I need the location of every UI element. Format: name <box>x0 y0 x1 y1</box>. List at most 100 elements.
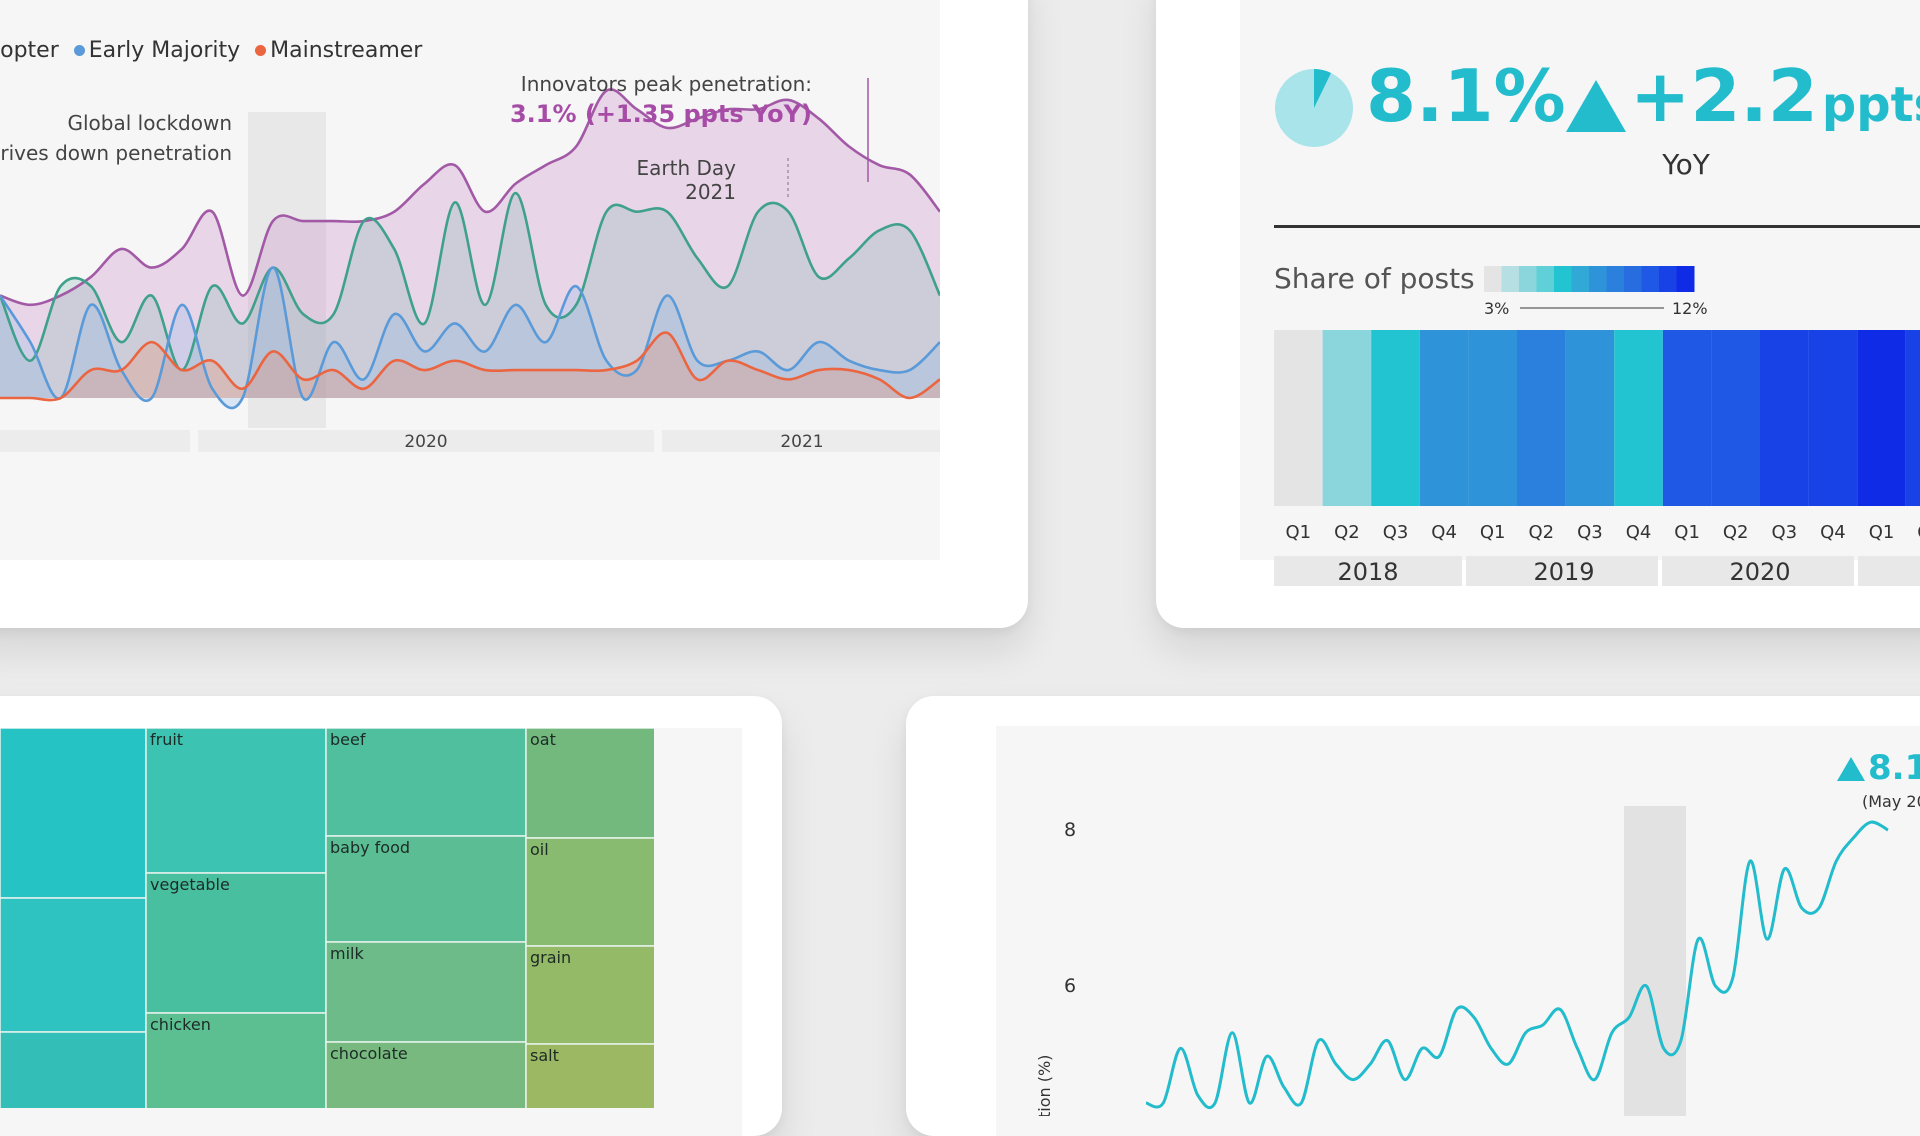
kpi-period: YoY <box>1662 148 1710 181</box>
treemap-cell <box>145 728 327 874</box>
trend-kpi-sub: (May 20 <box>1862 792 1920 811</box>
scale-swatch <box>1571 266 1590 292</box>
quarter-label: Q2 <box>1723 522 1749 543</box>
year-band <box>1466 556 1658 586</box>
ingredient-treemap: fruit vegetable chicken beef baby food milk ch… <box>0 728 654 1108</box>
quarter-label: Q3 <box>1771 522 1797 543</box>
treemap-label-oat: oat <box>530 730 556 749</box>
lockdown-shade <box>248 112 326 428</box>
scale-max-label: 12% <box>1672 299 1708 318</box>
kpi-heatmap-card: 8.1% +2.2ppts YoY Share of posts Q1Q2Q3Q… <box>1156 0 1920 628</box>
year-band <box>1858 556 1920 586</box>
quarter-label: Q1 <box>1674 522 1700 543</box>
scale-swatch <box>1676 266 1695 292</box>
annotation-lockdown-line2: drives down penetration <box>0 141 232 165</box>
heat-cell <box>1760 330 1809 506</box>
scale-swatch <box>1519 266 1537 292</box>
heat-cell <box>1322 330 1372 506</box>
year-band <box>1274 556 1462 586</box>
ytick-6: 6 <box>1064 975 1076 997</box>
quarter-label: Q2 <box>1917 522 1920 543</box>
annotation-peak-label: Innovators peak penetration: <box>520 72 812 96</box>
treemap-cell <box>0 728 147 899</box>
treemap-cell <box>525 945 654 1045</box>
heat-cell <box>1565 330 1615 506</box>
y-axis-label: tion (%) <box>1035 1055 1054 1116</box>
scale-swatch <box>1536 266 1555 292</box>
legend-dot-early-majority <box>73 45 85 56</box>
penetration-area-chart: 2020 2021 <box>0 78 940 452</box>
heat-cell <box>1468 330 1517 506</box>
treemap-cell <box>325 728 527 837</box>
treemap-cell <box>145 872 327 1014</box>
quarter-label: Q3 <box>1577 522 1603 543</box>
scale-swatch <box>1554 266 1572 292</box>
scale-swatch <box>1659 266 1677 292</box>
treemap-label-chicken: chicken <box>150 1015 211 1034</box>
kpi-divider <box>1274 225 1920 228</box>
heat-cell <box>1517 330 1566 506</box>
annotation-lockdown-line1: Global lockdown <box>67 111 233 135</box>
heat-cell <box>1857 330 1906 506</box>
legend-item-mainstreamer: Mainstreamer <box>270 38 423 63</box>
treemap-label-baby-food: baby food <box>330 838 410 857</box>
ytick-8: 8 <box>1064 819 1076 841</box>
year-band-2021 <box>662 430 940 452</box>
quarter-label: Q1 <box>1285 522 1311 543</box>
treemap-label-chocolate: chocolate <box>330 1044 408 1063</box>
quarter-label: Q2 <box>1528 522 1554 543</box>
treemap-cell <box>0 1031 147 1108</box>
treemap-label-salt: salt <box>530 1046 559 1065</box>
year-group-label: 2018 <box>1337 558 1398 586</box>
quarter-label: Q3 <box>1383 522 1409 543</box>
trend-kpi-value: 8.1 <box>1868 748 1920 788</box>
share-heatmap: Q1 Q2 Q3 Q4 Q1 Q2 Q3 Q4 Q1 Q2 Q3 Q4 Q1 Q2 2018 2019 2020… <box>1274 330 1920 586</box>
year-label-2021: 2021 <box>780 432 823 452</box>
trend-line-chart: 8 6 tion (%) <box>1035 806 1889 1116</box>
annotation-lockdown: Global lockdown drives down penetration <box>0 108 232 168</box>
annotation-earth-day: Earth Day 2021 <box>636 156 736 204</box>
treemap-cell <box>0 897 147 1033</box>
quarter-label: Q1 <box>1869 522 1895 543</box>
scale-swatch <box>1589 266 1607 292</box>
heat-cell <box>1274 330 1323 506</box>
year-band-2019 <box>0 430 190 452</box>
treemap-label-milk: milk <box>330 944 364 963</box>
scale-swatch <box>1606 266 1625 292</box>
heat-cell <box>1419 330 1469 506</box>
annotation-peak: Innovators peak penetration: 3.1% (+1.35… <box>460 72 812 128</box>
legend-dot-mainstreamer <box>255 45 267 56</box>
trend-line-card: 8 6 tion (%) 8.1 (May 20 <box>906 696 1920 1136</box>
heat-cell <box>1808 330 1858 506</box>
chart-legend: lopter Early Majority Mainstreamer <box>0 38 422 63</box>
area-early-majority <box>0 267 940 409</box>
kpi-delta: +2.2ppts <box>1630 60 1920 132</box>
heat-cell <box>1614 330 1663 506</box>
color-scale: 3% 12% <box>1484 266 1708 318</box>
treemap-card: fruit vegetable chicken beef baby food milk ch… <box>0 696 782 1136</box>
quarter-label: Q4 <box>1431 522 1457 543</box>
share-pie-icon <box>1275 69 1353 147</box>
scale-swatch <box>1484 266 1502 292</box>
share-of-posts-title: Share of posts <box>1274 262 1475 295</box>
heat-cell <box>1371 330 1420 506</box>
quarter-label: Q4 <box>1626 522 1652 543</box>
line-early-majority <box>0 266 940 410</box>
scale-swatch <box>1624 266 1642 292</box>
quarter-label: Q2 <box>1334 522 1360 543</box>
legend-item-early-adopter: lopter <box>0 38 59 63</box>
scale-swatch <box>1501 266 1520 292</box>
trend-line <box>1145 820 1889 1110</box>
year-group-label: 2019 <box>1533 558 1594 586</box>
year-band <box>1662 556 1854 586</box>
trend-line-panel <box>996 726 1920 1136</box>
kpi-delta-unit: ppts <box>1821 77 1920 133</box>
heat-cell <box>1711 330 1760 506</box>
innovators-chart-card: lopter Early Majority Mainstreamer 2020 … <box>0 0 1028 628</box>
scale-min-label: 3% <box>1484 299 1509 318</box>
treemap-label-fruit: fruit <box>150 730 183 749</box>
year-label-2020: 2020 <box>404 432 447 452</box>
annotation-peak-value: 3.1% (+1.35 ppts YoY) <box>509 100 812 128</box>
scale-swatch <box>1641 266 1660 292</box>
trend-up-triangle-icon <box>1837 757 1865 781</box>
